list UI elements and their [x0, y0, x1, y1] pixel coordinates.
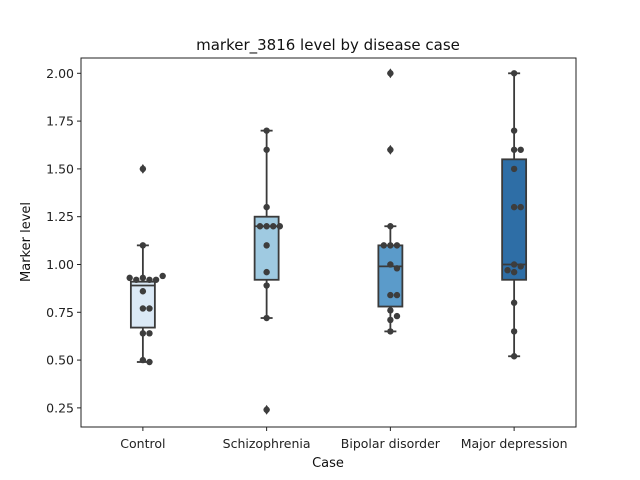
data-point — [387, 328, 394, 335]
data-point — [263, 127, 270, 134]
data-point — [510, 328, 518, 335]
data-point — [152, 276, 160, 283]
data-point — [146, 330, 153, 337]
data-point — [139, 356, 147, 364]
data-point — [263, 203, 270, 211]
data-point — [393, 242, 401, 249]
chart-title: marker_3816 level by disease case — [196, 36, 460, 55]
data-point — [139, 288, 147, 295]
data-point — [387, 223, 394, 230]
y-tick-label: 2.00 — [46, 66, 74, 81]
data-point — [139, 330, 147, 337]
data-point — [510, 70, 518, 77]
y-tick-label: 0.50 — [46, 353, 74, 368]
data-point — [139, 274, 147, 282]
data-point — [510, 127, 518, 134]
data-point — [387, 146, 394, 153]
data-point — [387, 70, 394, 77]
x-tick-label: Bipolar disorder — [341, 436, 441, 451]
data-point — [159, 272, 166, 280]
data-point — [510, 261, 518, 268]
data-point — [126, 274, 133, 282]
data-point — [517, 203, 524, 211]
data-point — [510, 203, 518, 211]
data-point — [510, 165, 518, 173]
data-point — [380, 242, 387, 249]
data-point — [504, 267, 511, 274]
data-point — [139, 242, 147, 249]
data-point — [270, 223, 277, 230]
data-point — [139, 305, 147, 312]
x-tick-label: Control — [120, 436, 165, 451]
data-point — [256, 223, 264, 230]
data-point — [146, 305, 153, 312]
data-point — [133, 276, 140, 283]
data-point — [517, 146, 524, 153]
data-point — [387, 261, 394, 268]
data-point — [263, 314, 270, 322]
y-tick-label: 1.75 — [46, 114, 74, 129]
data-point — [393, 312, 401, 320]
y-axis-label: Marker level — [19, 202, 34, 282]
data-point — [393, 265, 401, 272]
data-point — [146, 276, 153, 283]
data-point — [263, 242, 270, 249]
data-point — [276, 223, 284, 230]
y-tick-label: 0.75 — [46, 305, 74, 320]
plot-area: 0.25 0.50 0.75 1.00 1.25 1.50 1.75 2.00 Control S… — [46, 66, 567, 451]
data-point — [510, 353, 518, 360]
x-axis-label: Case — [312, 456, 344, 471]
data-point — [510, 146, 518, 153]
data-point — [517, 263, 524, 270]
data-point — [263, 406, 270, 413]
data-point — [510, 299, 518, 306]
data-point — [387, 291, 394, 299]
y-tick-label: 1.25 — [46, 209, 74, 224]
data-point — [263, 268, 270, 276]
y-tick-label: 1.00 — [46, 257, 74, 272]
data-point — [263, 223, 270, 230]
data-point — [263, 146, 270, 153]
data-point — [387, 307, 394, 314]
x-tick-label: Major depression — [461, 436, 568, 451]
data-point — [387, 242, 394, 249]
data-point — [139, 165, 147, 173]
y-tick-label: 1.50 — [46, 161, 74, 176]
x-tick-label: Schizophrenia — [223, 436, 311, 451]
data-point — [387, 316, 394, 324]
data-point — [510, 268, 518, 276]
data-point — [263, 282, 270, 289]
box-0 — [129, 280, 156, 329]
box-3 — [501, 158, 528, 281]
y-tick-label: 0.25 — [46, 400, 74, 415]
data-point — [393, 291, 401, 299]
plot-frame — [80, 57, 577, 428]
data-point — [146, 358, 153, 366]
